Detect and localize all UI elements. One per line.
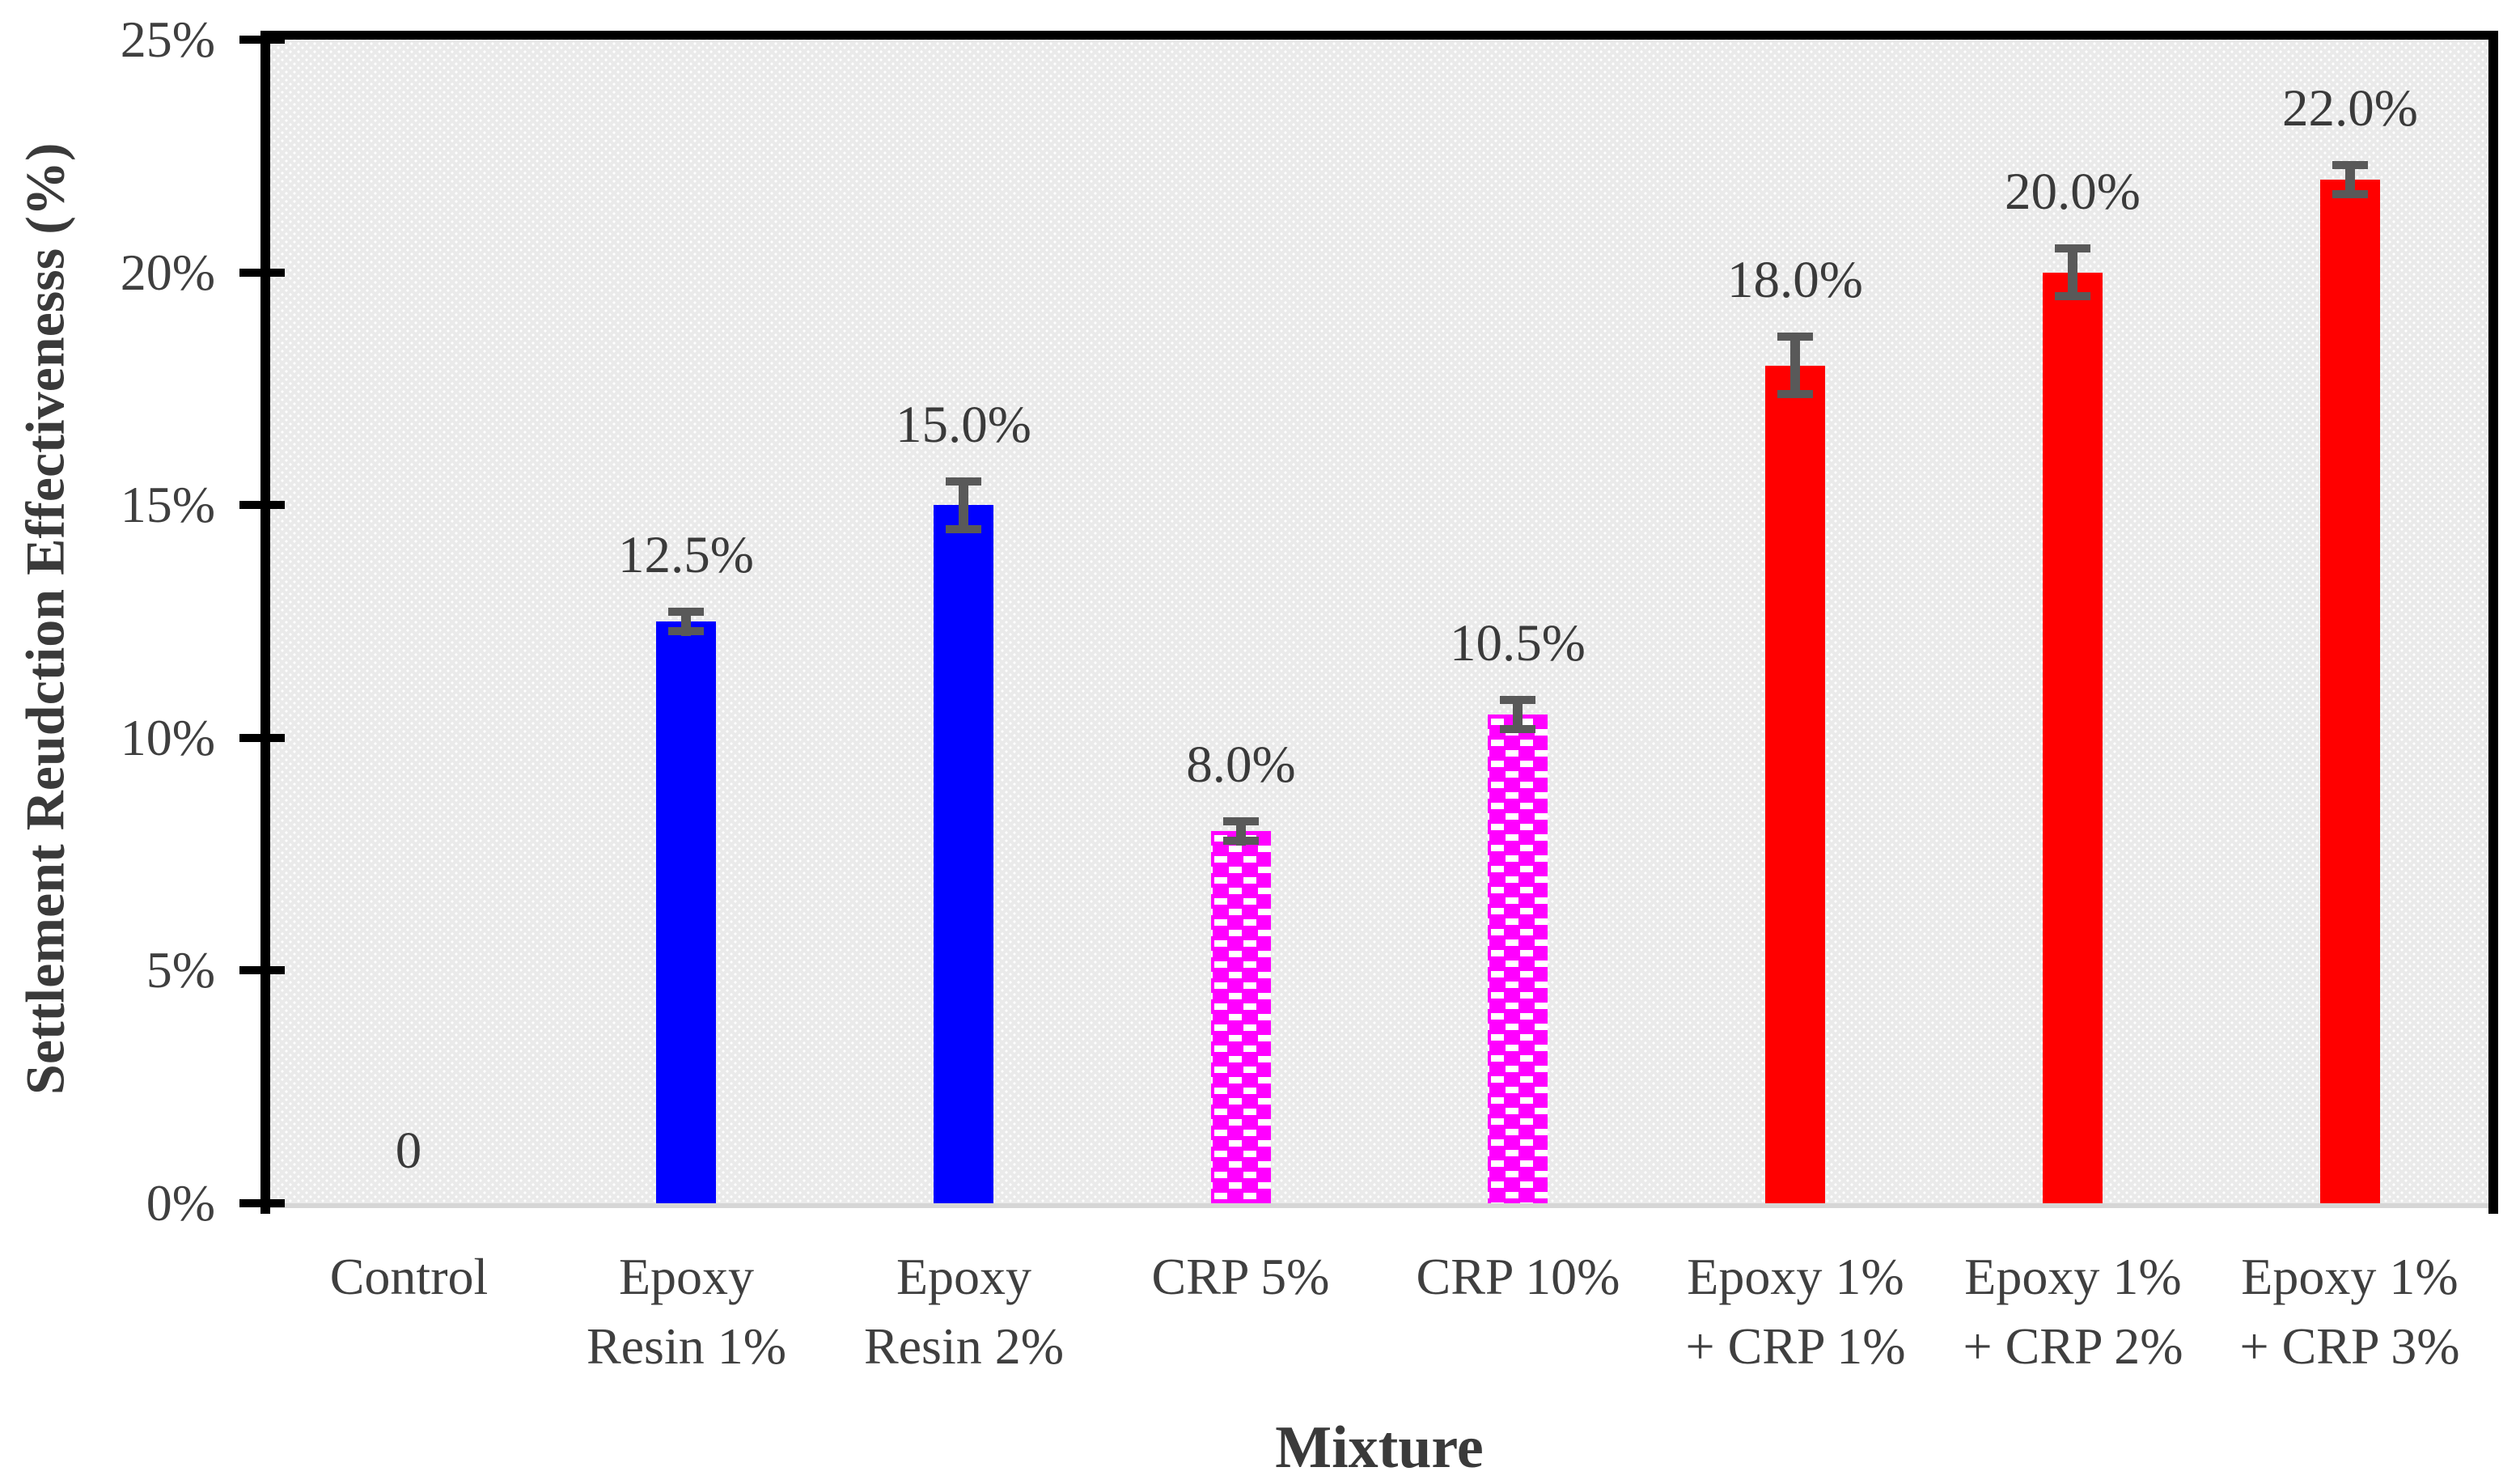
- error-bar-cap-bottom-crp-10: [1500, 725, 1535, 733]
- x-category-label-crp-5: CRP 5%: [1102, 1242, 1379, 1312]
- error-bar-cap-top-epoxy-resin-2: [946, 477, 981, 486]
- x-category-label-line: Resin 2%: [863, 1317, 1065, 1375]
- x-category-label-line: + CRP 1%: [1685, 1317, 1906, 1375]
- bar-crp-10: [1488, 715, 1548, 1203]
- error-bar-stem-epoxy-resin-2: [959, 477, 968, 533]
- error-bar-stem-epoxy-1-crp-1: [1790, 333, 1800, 398]
- error-bar-cap-bottom-crp-5: [1223, 837, 1259, 845]
- plot-background: [270, 40, 2488, 1203]
- error-bar-cap-top-epoxy-1-crp-3: [2332, 161, 2368, 169]
- x-category-label-line: Epoxy 1%: [2241, 1248, 2459, 1305]
- error-bar-cap-bottom-epoxy-1-crp-1: [1777, 390, 1813, 398]
- data-label-crp-5: 8.0%: [1186, 736, 1296, 794]
- y-tick-label: 15%: [120, 476, 215, 533]
- data-label-epoxy-1-crp-1: 18.0%: [1727, 251, 1863, 309]
- x-category-label-line: + CRP 3%: [2239, 1317, 2460, 1375]
- y-tick-mark: [239, 269, 285, 277]
- y-tick-mark: [239, 501, 285, 509]
- x-category-label-line: Epoxy: [618, 1248, 755, 1305]
- x-category-label-epoxy-resin-1: Epoxy Resin 1%: [548, 1242, 825, 1381]
- pattern-fill-crp-10: [1488, 715, 1548, 1203]
- bar-epoxy-1-crp-2: [2043, 273, 2103, 1203]
- data-label-epoxy-1-crp-3: 22.0%: [2282, 79, 2418, 138]
- y-tick-mark: [239, 966, 285, 974]
- error-bar-cap-bottom-epoxy-1-crp-2: [2055, 292, 2090, 300]
- x-category-label-control: Control: [270, 1242, 548, 1312]
- x-category-label-line: + CRP 2%: [1963, 1317, 2183, 1375]
- data-label-control: 0: [395, 1122, 422, 1180]
- plot-frame-right: [2488, 31, 2498, 1214]
- y-tick-label: 5%: [146, 941, 215, 999]
- y-tick-mark: [239, 36, 285, 44]
- error-bar-stem-crp-10: [1513, 696, 1523, 733]
- error-bar-cap-bottom-epoxy-resin-2: [946, 525, 981, 533]
- y-tick-label: 10%: [120, 709, 215, 766]
- error-bar-cap-bottom-epoxy-resin-1: [668, 627, 704, 635]
- error-bar-stem-epoxy-1-crp-3: [2345, 161, 2355, 198]
- data-label-crp-10: 10.5%: [1450, 614, 1586, 672]
- error-bar-cap-top-crp-10: [1500, 696, 1535, 704]
- x-category-label-crp-10: CRP 10%: [1379, 1242, 1657, 1312]
- x-category-label-epoxy-resin-2: Epoxy Resin 2%: [825, 1242, 1103, 1381]
- error-bar-cap-top-crp-5: [1223, 817, 1259, 825]
- data-label-epoxy-resin-1: 12.5%: [618, 526, 754, 584]
- x-category-label-line: CRP 10%: [1416, 1248, 1620, 1305]
- y-tick-label: 25%: [120, 11, 215, 68]
- pattern-fill-crp-5: [1211, 831, 1271, 1203]
- data-label-epoxy-resin-2: 15.0%: [896, 396, 1031, 454]
- data-label-epoxy-1-crp-2: 20.0%: [2005, 163, 2141, 221]
- error-bar-cap-top-epoxy-resin-1: [668, 608, 704, 616]
- x-category-label-line: Epoxy: [896, 1248, 1032, 1305]
- x-category-label-line: Control: [329, 1248, 489, 1305]
- x-category-label-line: CRP 5%: [1151, 1248, 1330, 1305]
- error-bar-stem-epoxy-1-crp-2: [2068, 244, 2077, 300]
- y-tick-label: 0%: [146, 1174, 215, 1232]
- bar-epoxy-1-crp-1: [1765, 366, 1825, 1203]
- y-tick-mark: [239, 1199, 285, 1207]
- x-category-label-line: Resin 1%: [586, 1317, 787, 1375]
- y-tick-mark: [239, 734, 285, 742]
- bar-epoxy-resin-1: [656, 621, 716, 1203]
- x-category-label-line: Epoxy 1%: [1964, 1248, 2182, 1305]
- x-category-label-epoxy-1-crp-2: Epoxy 1% + CRP 2%: [1934, 1242, 2212, 1381]
- x-category-label-line: Epoxy 1%: [1687, 1248, 1904, 1305]
- x-axis-title: Mixture: [1275, 1414, 1484, 1480]
- bar-epoxy-1-crp-3: [2320, 180, 2380, 1203]
- x-axis-line: [270, 1203, 2488, 1208]
- y-tick-label: 20%: [120, 244, 215, 301]
- error-bar-cap-top-epoxy-1-crp-2: [2055, 244, 2090, 252]
- bar-crp-5: [1211, 831, 1271, 1203]
- x-category-label-epoxy-1-crp-1: Epoxy 1% + CRP 1%: [1657, 1242, 1934, 1381]
- bar-epoxy-resin-2: [934, 505, 993, 1203]
- plot-frame-top: [260, 31, 2498, 40]
- y-axis-line: [260, 31, 270, 1214]
- error-bar-cap-bottom-epoxy-1-crp-3: [2332, 190, 2368, 198]
- error-bar-cap-top-epoxy-1-crp-1: [1777, 333, 1813, 341]
- x-category-label-epoxy-1-crp-3: Epoxy 1% + CRP 3%: [2211, 1242, 2488, 1381]
